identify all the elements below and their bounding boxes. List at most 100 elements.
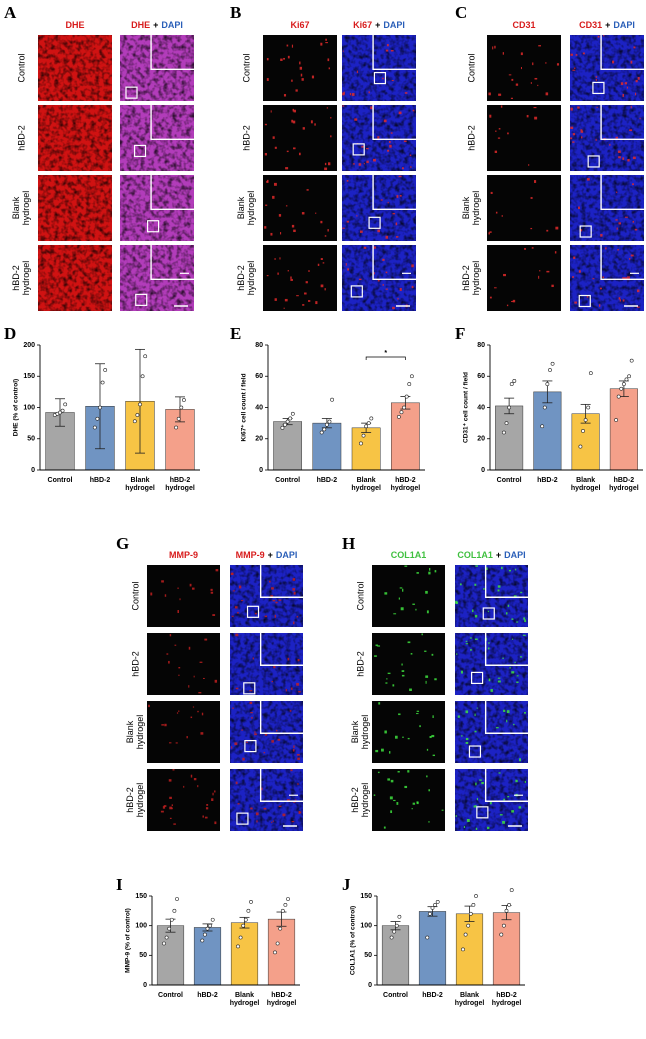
micrograph-texture [38,35,112,101]
stain-spot [419,725,421,728]
stain-spot [471,609,474,613]
data-point [322,427,327,432]
stain-spot [489,231,492,233]
stain-spot [387,672,391,675]
data-point [135,413,140,417]
stain-spot [164,594,167,597]
stain-spot [264,226,267,229]
stain-spot [511,301,514,303]
data-point [433,903,438,907]
stain-spot [373,794,376,796]
stain-spot [264,733,268,736]
stain-spot [164,723,167,727]
stain-spot [168,779,172,782]
stain-spot [411,285,414,289]
stain-spot [616,191,618,193]
stain-spot [619,299,621,302]
stain-spot [327,58,330,62]
stain-spot [375,644,378,647]
stain-spot [214,679,218,683]
inset-border [150,175,194,211]
stain-spot [538,275,540,279]
stain-spot [204,816,208,819]
stain-spot [515,83,519,86]
header-part: Ki67 [290,20,309,30]
inset-border [484,701,528,734]
y-tick-label: 100 [135,923,147,930]
micrograph-texture [120,105,194,171]
data-point [402,405,406,410]
inset-border [259,769,303,802]
stain-spot [532,62,534,66]
y-tick-label: 150 [23,373,35,380]
stain-spot [502,657,504,660]
stain-spot [191,587,195,590]
stain-spot [272,195,275,199]
stain-spot [342,92,345,96]
y-tick-label: 40 [255,404,263,411]
stain-spot [441,809,444,811]
stain-spot [384,592,388,595]
column-header: CD31 [512,20,535,30]
stain-spot [465,737,469,741]
data-point [502,430,506,435]
data-point [273,950,277,955]
header-part: DAPI [613,20,635,30]
stain-spot [599,304,601,307]
stain-spot [581,136,583,139]
header-part: + [375,20,380,30]
stain-spot [326,107,329,109]
header-part: CD31 [512,20,535,30]
header-part: DAPI [276,550,298,560]
data-point [210,917,215,922]
micrograph [487,35,561,101]
inset-box [373,71,387,85]
row-label: hBD-2 [16,125,26,151]
x-tick-label: Control [48,477,73,484]
stain-spot [277,272,279,275]
y-tick-label: 150 [360,893,372,900]
stain-spot [545,92,549,96]
data-point [621,382,626,386]
stain-spot [524,712,526,714]
y-tick-label: 80 [255,342,263,349]
stain-spot [358,278,362,281]
micrograph-texture [230,769,303,831]
stain-spot [461,735,463,737]
x-tick-label: Control [275,477,300,484]
stain-spot [401,674,405,677]
stain-spot [320,284,324,288]
inset-box [592,81,605,95]
stain-spot [497,589,500,592]
stain-spot [488,92,491,96]
inset-border [259,701,303,734]
stain-spot [401,663,403,666]
inset-border [484,633,528,666]
stain-spot [252,657,254,660]
bar [125,401,155,471]
stain-spot [378,702,381,705]
stain-spot [264,615,268,618]
stain-spot [512,638,514,640]
stain-spot [397,297,399,300]
stain-spot [287,799,290,802]
stain-spot [169,742,172,744]
stain-spot [475,565,478,567]
stain-spot [308,270,310,272]
stain-spot [392,213,396,215]
x-tick-label: hBD-2 hydrogel [165,477,195,492]
stain-spot [510,97,513,99]
stain-spot [632,220,635,223]
stain-spot [235,781,238,785]
bar [156,925,185,986]
stain-spot [315,301,318,305]
stain-spot [434,678,437,681]
x-tick-label: Blank hydrogel [455,992,485,1007]
inset-border [600,175,644,211]
data-point [327,419,332,424]
stain-spot [455,815,457,817]
data-point [169,917,174,922]
stain-spot [254,731,256,733]
stain-spot [618,297,621,300]
